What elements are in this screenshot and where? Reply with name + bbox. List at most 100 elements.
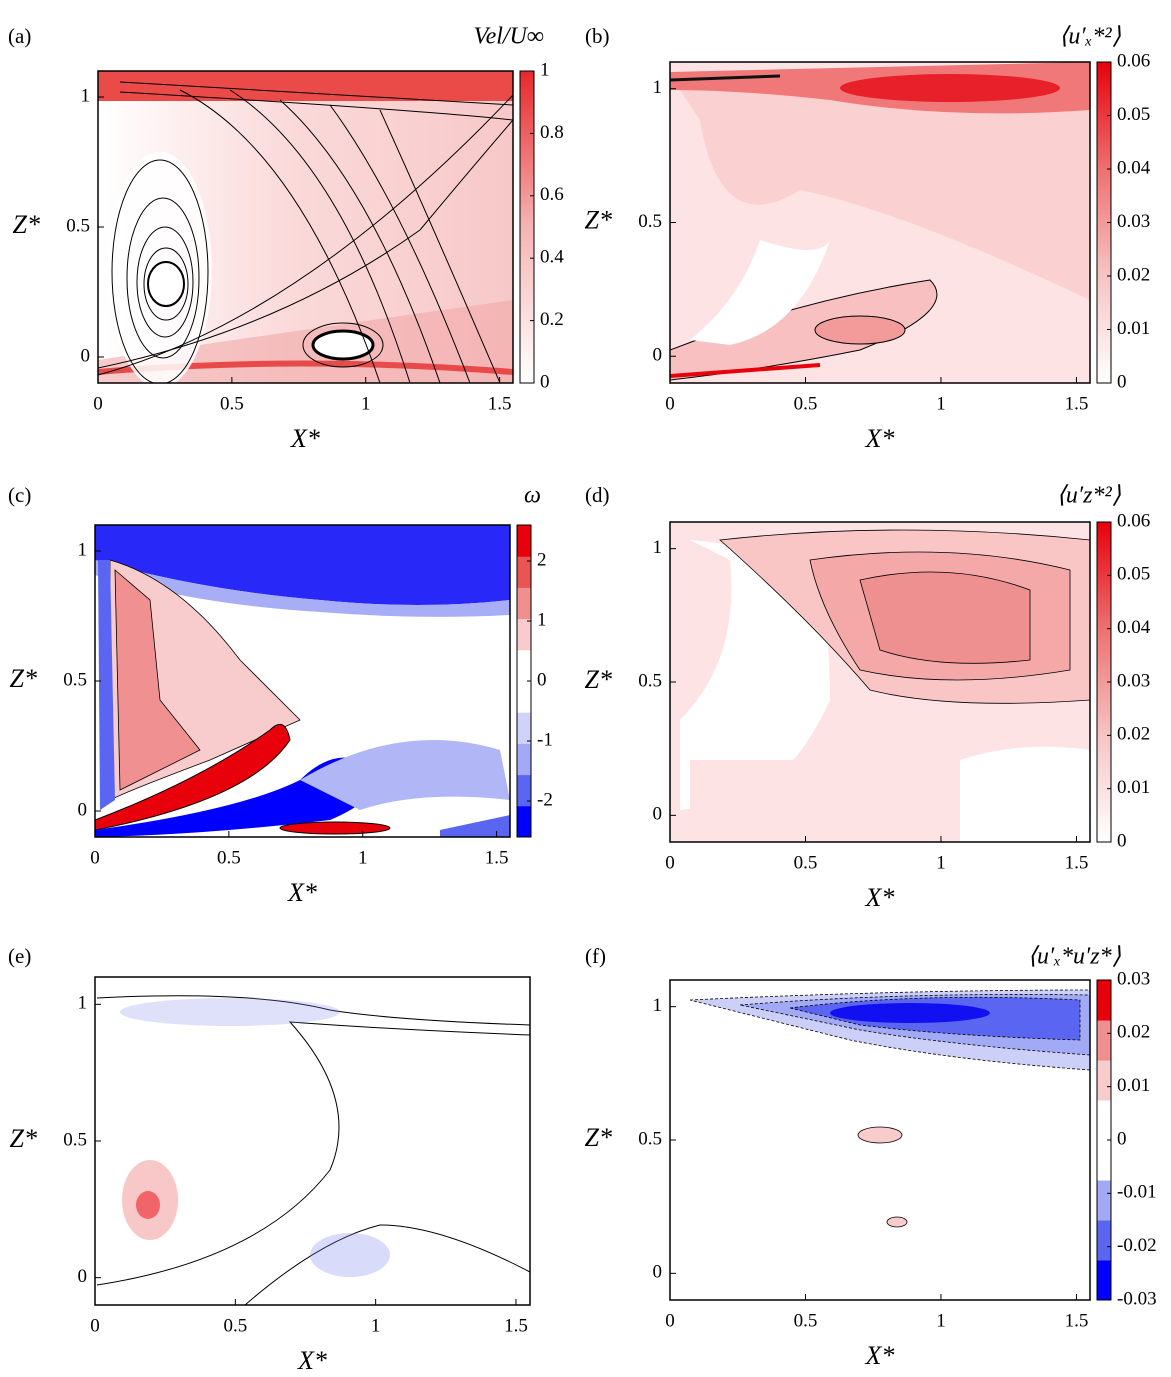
x-axis-label: X*: [297, 1346, 327, 1372]
x-axis-label: X*: [287, 878, 317, 907]
colorbar-band: [1097, 1140, 1111, 1181]
y-tick-label: 0.5: [63, 1129, 87, 1150]
colorbar-tick-label: -0.03: [1117, 1288, 1157, 1309]
colorbar-tick-label: 0: [1117, 371, 1127, 392]
y-tick-label: 0.5: [638, 211, 662, 232]
colorbar-tick-label: 0.06: [1117, 50, 1150, 71]
y-tick-label: 0: [78, 1266, 88, 1287]
x-tick-label: 1.5: [1065, 1310, 1089, 1331]
colorbar-tick-label: 0.02: [1117, 264, 1150, 285]
x-tick-label: 0: [90, 1315, 100, 1336]
y-axis-label: Z*: [10, 1124, 37, 1153]
colorbar-band: [1097, 1060, 1111, 1101]
colorbar-band: [517, 743, 531, 776]
y-axis-label: Z*: [585, 1123, 612, 1152]
y-tick-label: 0.5: [638, 670, 662, 691]
x-tick-label: 1.5: [485, 847, 509, 868]
y-tick-label: 0: [653, 804, 663, 825]
colorbar-band: [517, 712, 531, 744]
colorbar-band: [517, 805, 531, 838]
x-tick-label: 1.5: [504, 1315, 528, 1336]
x-tick-label: 0: [665, 1310, 675, 1331]
x-tick-label: 1: [936, 852, 946, 873]
field-d: [670, 522, 1090, 842]
x-tick-label: 1.5: [1065, 393, 1089, 414]
colorbar-label: ⟨u′ₓ*²⟩: [1059, 24, 1122, 50]
y-tick-label: 1: [78, 993, 88, 1014]
y-tick-label: 0.5: [638, 1128, 662, 1149]
panel-label: (f): [585, 944, 606, 968]
x-tick-label: 1: [361, 393, 371, 414]
colorbar-tick-label: 0: [1117, 1128, 1127, 1149]
colorbar-band: [517, 587, 531, 620]
x-axis-label: X*: [290, 424, 320, 453]
y-tick-label: 1: [78, 539, 88, 560]
colorbar-band: [517, 525, 531, 557]
colorbar-tick-label: 0.05: [1117, 564, 1150, 585]
x-tick-label: 1.5: [488, 393, 512, 414]
colorbar-tick-label: 0.04: [1117, 157, 1151, 178]
y-tick-label: 0: [653, 1262, 663, 1283]
colorbar-band: [1097, 1180, 1111, 1221]
panel-label: (a): [8, 24, 31, 48]
x-tick-label: 0.5: [794, 852, 818, 873]
x-tick-label: 0: [665, 393, 675, 414]
colorbar-label: ⟨u′z*²⟩: [1056, 483, 1121, 509]
x-tick-label: 1: [371, 1315, 381, 1336]
colorbar-tick-label: 0.03: [1117, 670, 1150, 691]
y-tick-label: 1: [653, 77, 663, 98]
colorbar-band: [1097, 980, 1111, 1021]
y-tick-label: 0: [81, 345, 91, 366]
colorbar-band: [517, 774, 531, 807]
colorbar-band: [517, 681, 531, 713]
x-axis-label: X*: [865, 424, 895, 453]
colorbar-fill: [1097, 62, 1111, 383]
field-a: [98, 71, 513, 383]
colorbar-tick-label: 0.03: [1117, 211, 1150, 232]
colorbar-band: [1097, 1100, 1111, 1141]
y-tick-label: 0.5: [63, 669, 87, 690]
colorbar-label: ⟨u′ₓ*u′z*⟩: [1028, 944, 1122, 970]
colorbar-tick-label: 0: [1117, 830, 1127, 851]
colorbar-tick-label: 1: [537, 609, 547, 630]
colorbar-tick-label: 0.01: [1117, 777, 1150, 798]
y-tick-label: 0: [653, 345, 663, 366]
colorbar-tick-label: 0.01: [1117, 1075, 1150, 1096]
x-tick-label: 0.5: [794, 393, 818, 414]
colorbar-band: [517, 649, 531, 682]
panel-label: (c): [8, 483, 31, 507]
colorbar-tick-label: 0.2: [540, 309, 564, 330]
colorbar-tick-label: 0.02: [1117, 724, 1150, 745]
colorbar-tick-label: 0.4: [540, 247, 564, 268]
colorbar-frame: [519, 70, 535, 384]
y-tick-label: 0.5: [66, 215, 90, 236]
colorbar-tick-label: -0.01: [1117, 1182, 1157, 1203]
colorbar-band: [1097, 1260, 1111, 1301]
field-f: [670, 980, 1090, 1300]
colorbar-band: [1097, 1220, 1111, 1261]
colorbar-band: [517, 556, 531, 588]
colorbar-tick-label: -2: [537, 789, 553, 810]
x-tick-label: 1.5: [1065, 852, 1089, 873]
x-axis-label: X*: [865, 1341, 895, 1370]
y-tick-label: 1: [653, 995, 663, 1016]
colorbar-band: [1097, 1020, 1111, 1061]
colorbar-tick-label: 0.06: [1117, 510, 1150, 531]
x-tick-label: 1: [936, 1310, 946, 1331]
panel-label: (b): [585, 24, 610, 48]
colorbar-tick-label: 0.01: [1117, 318, 1150, 339]
colorbar-tick-label: 0.8: [540, 122, 564, 143]
panel-label: (e): [8, 944, 31, 968]
x-tick-label: 0.5: [220, 393, 244, 414]
colorbar-tick-label: -0.02: [1117, 1235, 1157, 1256]
panel-label: (d): [585, 483, 610, 507]
colorbar-tick-label: 0: [540, 371, 550, 392]
y-tick-label: 0: [78, 799, 88, 820]
colorbar-fill: [1097, 522, 1111, 842]
x-tick-label: 0.5: [223, 1315, 247, 1336]
y-tick-label: 1: [653, 537, 663, 558]
x-tick-label: 0: [90, 847, 100, 868]
y-axis-label: Z*: [13, 210, 40, 239]
colorbar-tick-label: 0.05: [1117, 104, 1150, 125]
